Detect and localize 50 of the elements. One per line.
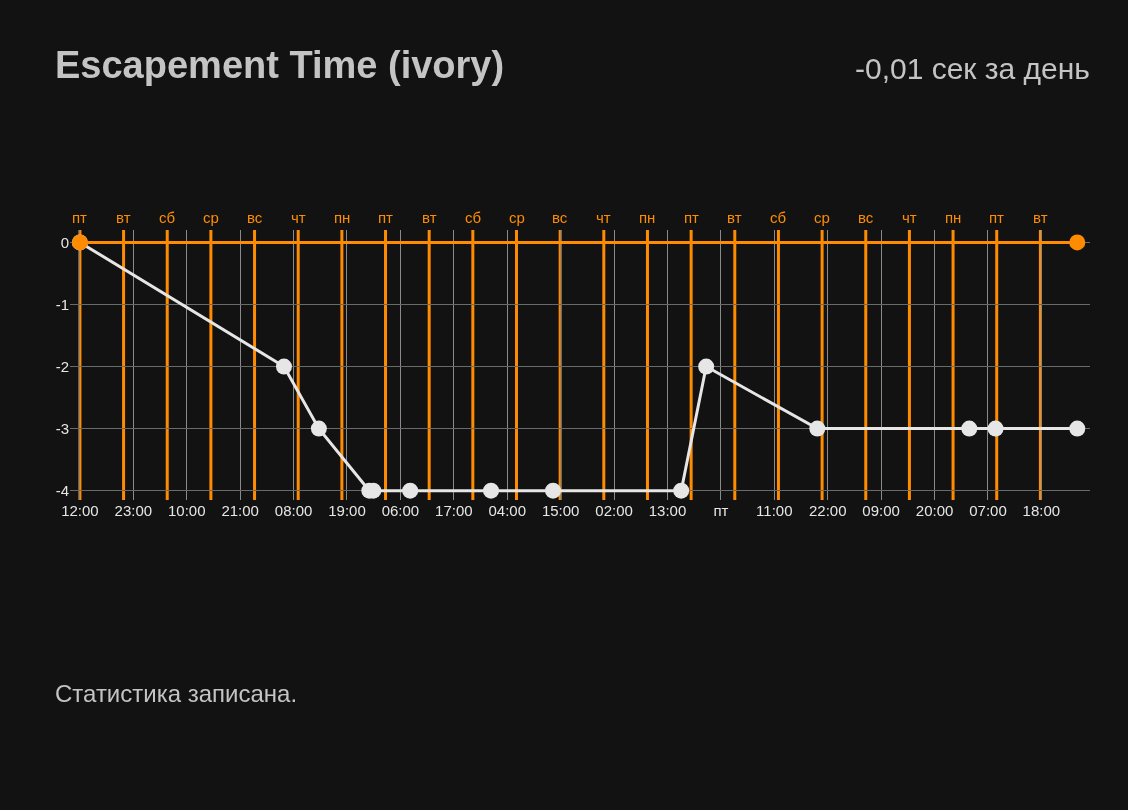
x-tick-label: 13:00: [648, 502, 687, 519]
x-tick-label: 06:00: [381, 502, 420, 519]
x-tick-label: 20:00: [915, 502, 954, 519]
x-tick-label: 07:00: [969, 502, 1007, 519]
ref-line-label: сб: [465, 209, 482, 226]
ref-line-label: сб: [159, 209, 176, 226]
ref-line-label: сб: [770, 209, 787, 226]
ref-line-label: пт: [378, 209, 394, 226]
x-tick-label: 09:00: [862, 502, 900, 519]
x-tick-label: 15:00: [541, 502, 580, 519]
ref-line-label: пт: [72, 209, 88, 226]
y-tick-label: 0: [60, 233, 69, 251]
x-tick-label: 18:00: [1022, 502, 1061, 519]
x-tick-label: 10:00: [167, 502, 206, 519]
ref-line-label: вт: [1033, 209, 1048, 226]
ref-line-label: вт: [727, 209, 742, 226]
x-tick-label: 21:00: [221, 502, 259, 519]
x-tick-label: 11:00: [756, 502, 793, 519]
x-tick-label: 08:00: [274, 502, 313, 519]
x-tick-label: 23:00: [114, 502, 153, 519]
x-tick-label: 22:00: [808, 502, 847, 519]
ref-line-label: пт: [684, 209, 700, 226]
ref-line-label: вт: [422, 209, 437, 226]
ref-line-label: пн: [945, 209, 962, 226]
y-tick-label: -4: [55, 481, 69, 499]
y-tick-label: -3: [55, 419, 69, 437]
ref-line-label: ср: [509, 209, 525, 226]
ref-line-label: пн: [639, 209, 656, 226]
ref-line-label: чт: [902, 209, 917, 226]
y-tick-label: -1: [55, 295, 69, 313]
x-tick-label: пт: [713, 502, 729, 519]
ref-line-label: вс: [552, 209, 568, 226]
ref-line-label: вт: [116, 209, 131, 226]
ref-line-label: пт: [989, 209, 1005, 226]
ref-line-label: чт: [291, 209, 306, 226]
ref-line-label: ср: [203, 209, 219, 226]
ref-line-label: ср: [814, 209, 830, 226]
chart-subtitle: -0,01 сек за день: [854, 52, 1090, 86]
y-tick-label: -2: [55, 357, 69, 375]
x-tick-label: 17:00: [435, 502, 473, 519]
x-tick-label: 02:00: [595, 502, 633, 519]
x-tick-label: 04:00: [488, 502, 527, 519]
ref-line-label: пн: [334, 209, 351, 226]
ref-line-label: вс: [858, 209, 874, 226]
chart-title: Escapement Time (ivory): [55, 44, 505, 87]
ref-line-label: чт: [596, 209, 611, 226]
x-tick-label: 19:00: [328, 502, 366, 519]
ref-line-label: вс: [247, 209, 263, 226]
x-tick-label: 12:00: [61, 502, 99, 519]
text: Статистика записана.: [55, 679, 299, 709]
